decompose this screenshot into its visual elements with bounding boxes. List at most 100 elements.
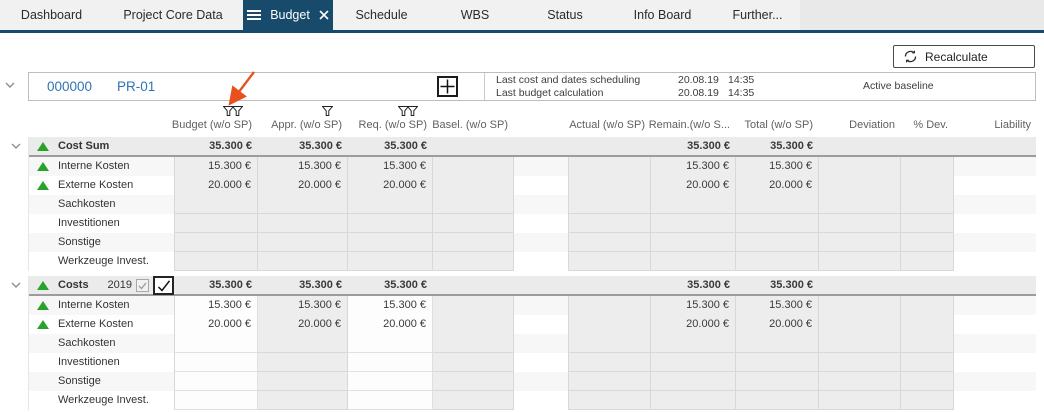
cell-approved: 20.000 € (258, 315, 348, 335)
recalculate-button[interactable]: Recalculate (893, 45, 1035, 68)
chevron-down-icon[interactable] (5, 82, 15, 88)
gap-cell (514, 353, 568, 372)
plus-icon (440, 79, 455, 94)
column-header-liability[interactable]: Liability (953, 103, 1036, 133)
cell-liability (954, 233, 1037, 252)
row-label: Investitionen (58, 217, 120, 229)
project-code[interactable]: PR-01 (117, 79, 156, 94)
table-row[interactable]: Investitionen (29, 214, 1036, 233)
chevron-down-icon[interactable] (11, 282, 21, 288)
cell-requested-editable[interactable] (348, 353, 433, 372)
table-row[interactable]: Externe Kosten 20.000 € 20.000 € 20.000 … (29, 176, 1036, 196)
cell-budget-editable[interactable]: 20.000 € (174, 315, 258, 335)
column-header-percent-dev[interactable]: % Dev. (900, 103, 953, 133)
column-header-spacer (28, 103, 173, 133)
filter-icon[interactable] (407, 106, 418, 116)
row-label-cell: Cost Sum (29, 137, 174, 156)
gap-cell (514, 233, 568, 252)
cell-budget-editable[interactable] (174, 353, 258, 372)
cell-actual (568, 195, 651, 214)
year-group: 2019 (108, 276, 174, 295)
refresh-icon (904, 50, 917, 63)
row-label-cell: Sonstige (29, 233, 174, 252)
tab-schedule[interactable]: Schedule (333, 0, 430, 30)
table-row[interactable]: Werkzeuge Invest. (29, 391, 1036, 410)
cell-remaining (651, 334, 736, 353)
cell-approved (258, 252, 348, 271)
column-label: Basel. (w/o SP) (432, 119, 508, 131)
cell-requested-editable[interactable] (348, 391, 433, 410)
cell-deviation (819, 315, 901, 335)
column-header-requested[interactable]: Req. (w/o SP) (347, 103, 432, 133)
cell-budget-editable[interactable] (174, 334, 258, 353)
cell-requested-editable[interactable]: 15.300 € (348, 296, 433, 316)
tab-project-core-data[interactable]: Project Core Data (103, 0, 243, 30)
cell-requested (348, 214, 433, 233)
cell-percent-dev (901, 214, 954, 233)
tab-budget[interactable]: Budget (243, 0, 333, 30)
column-header-approved[interactable]: Appr. (w/o SP) (257, 103, 347, 133)
table-row[interactable]: Externe Kosten 20.000 € 20.000 € 20.000 … (29, 315, 1036, 335)
cost-sum-header-row[interactable]: Cost Sum 35.300 € 35.300 € 35.300 € 35.3… (29, 137, 1036, 157)
tab-further[interactable]: Further... (715, 0, 800, 30)
cell-approved: 15.300 € (258, 296, 348, 316)
cell-requested-editable[interactable] (348, 334, 433, 353)
add-button[interactable] (437, 76, 458, 97)
row-label: Cost Sum (58, 140, 110, 152)
cell-requested-editable[interactable]: 20.000 € (348, 315, 433, 335)
cell-budget (174, 233, 258, 252)
cell-total (736, 334, 819, 353)
cell-deviation (819, 276, 901, 295)
cell-budget-editable[interactable] (174, 391, 258, 410)
column-header-budget[interactable]: Budget (w/o SP) (172, 103, 257, 133)
cost-sum-section: Cost Sum 35.300 € 35.300 € 35.300 € 35.3… (28, 137, 1036, 271)
column-header-deviation[interactable]: Deviation (818, 103, 900, 133)
filter-icon[interactable] (232, 106, 243, 116)
project-header-row: 000000 PR-01 Last cost and dates schedul… (28, 72, 1036, 101)
table-row[interactable]: Werkzeuge Invest. (29, 252, 1036, 271)
triangle-up-icon (37, 162, 49, 171)
column-header-remaining[interactable]: Remain.(w/o S... (649, 103, 735, 133)
column-header-total[interactable]: Total (w/o SP) (735, 103, 818, 133)
close-icon[interactable] (319, 10, 329, 20)
gap-cell (514, 137, 568, 156)
cell-budget-editable[interactable]: 15.300 € (174, 296, 258, 316)
gap-cell (514, 176, 568, 196)
cell-remaining (651, 195, 736, 214)
table-row[interactable]: Interne Kosten 15.300 € 15.300 € 15.300 … (29, 296, 1036, 316)
cell-percent-dev (901, 315, 954, 335)
table-row[interactable]: Sonstige (29, 372, 1036, 391)
tab-info-board[interactable]: Info Board (610, 0, 715, 30)
column-header-baseline[interactable]: Basel. (w/o SP) (432, 103, 513, 133)
cell-approved (258, 334, 348, 353)
row-label-cell: Werkzeuge Invest. (29, 252, 174, 271)
checkbox-checked[interactable] (153, 276, 174, 295)
table-row[interactable]: Interne Kosten 15.300 € 15.300 € 15.300 … (29, 157, 1036, 177)
tab-label: Status (547, 8, 583, 22)
cell-budget (174, 214, 258, 233)
table-row[interactable]: Sonstige (29, 233, 1036, 252)
cell-budget-editable[interactable] (174, 372, 258, 391)
column-header-actual[interactable]: Actual (w/o SP) (567, 103, 650, 133)
chevron-down-icon[interactable] (11, 143, 21, 149)
column-header-spacer (513, 103, 567, 133)
tab-label: Schedule (355, 8, 408, 22)
table-row[interactable]: Investitionen (29, 353, 1036, 372)
filter-icon[interactable] (322, 106, 333, 116)
tab-status[interactable]: Status (520, 0, 610, 30)
tab-wbs[interactable]: WBS (430, 0, 520, 30)
hamburger-icon[interactable] (247, 8, 262, 22)
info-date: 20.08.19 (678, 87, 719, 99)
gap-cell (514, 315, 568, 335)
table-row[interactable]: Sachkosten (29, 195, 1036, 214)
table-row[interactable]: Sachkosten (29, 334, 1036, 353)
cell-approved: 15.300 € (258, 157, 348, 177)
cell-percent-dev (901, 233, 954, 252)
project-id[interactable]: 000000 (47, 79, 93, 94)
cell-requested-editable[interactable] (348, 372, 433, 391)
tab-dashboard[interactable]: Dashboard (0, 0, 103, 30)
costs-header-row[interactable]: Costs 2019 35.300 € 35.300 € 35.300 € 35… (29, 276, 1036, 296)
cell-budget: 20.000 € (174, 176, 258, 196)
info-row: Last cost and dates scheduling 20.08.19 … (496, 74, 796, 87)
